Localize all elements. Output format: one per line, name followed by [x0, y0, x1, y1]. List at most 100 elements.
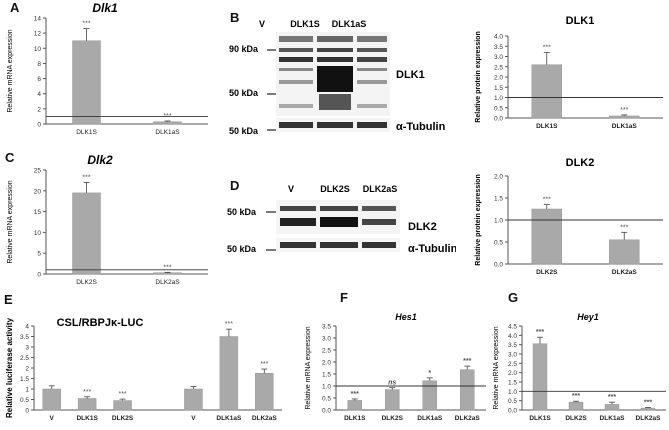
y-axis-label: Relative protein expression	[475, 174, 482, 265]
bar	[568, 401, 584, 411]
band	[357, 80, 387, 84]
band	[320, 206, 358, 211]
bar	[604, 404, 620, 411]
x-tick-label: DLK1S	[76, 415, 98, 422]
bar	[72, 192, 101, 275]
y-tick-label: 0.0	[508, 408, 517, 415]
band	[280, 218, 316, 226]
chart-dlk2-mrna: Dlk2 Relative mRNA expression 0 5 10 15 20 25 **…	[7, 153, 208, 286]
x-tick-label: DLK1aS	[216, 415, 242, 422]
y-tick-label: 4.0	[494, 34, 503, 41]
x-tick-label: DLK2S	[536, 269, 558, 276]
y-tick-label: 0.5	[494, 105, 503, 112]
y-tick-label: 1.5	[20, 376, 29, 383]
y-tick-label: 2.0	[322, 360, 331, 367]
y-tick-label: 2	[25, 366, 29, 373]
bar	[532, 343, 548, 411]
chart-title: Dlk2	[87, 153, 113, 167]
y-tick-label: 4	[25, 324, 29, 331]
band	[357, 104, 387, 108]
significance-label: ***	[351, 391, 359, 398]
y-tick-label: 2.5	[494, 64, 503, 71]
y-tick-label: 4.5	[508, 324, 517, 331]
band	[357, 68, 387, 71]
y-tick-label: 2	[37, 106, 41, 113]
y-tick-label: 20	[34, 188, 42, 195]
band	[317, 66, 353, 92]
y-tick-label: 1.0	[508, 389, 517, 396]
y-tick-label: 2.0	[494, 75, 503, 82]
bar	[77, 398, 97, 411]
x-tick-label: DLK1S	[344, 415, 366, 422]
bar	[347, 400, 362, 411]
y-tick-label: 2.0	[508, 370, 517, 377]
panel-label-b: B	[230, 10, 240, 25]
band	[362, 242, 396, 248]
y-axis-label: Relative mRNA expression	[493, 326, 500, 409]
band	[279, 48, 313, 52]
bar	[42, 388, 61, 411]
y-tick-label: 3.0	[494, 54, 503, 61]
band	[357, 57, 387, 62]
blot-d-protein-label: DLK2	[408, 221, 437, 233]
band	[317, 57, 353, 62]
significance-label: ***	[543, 44, 551, 51]
blot-d-marker-50: 50 kDa	[227, 207, 257, 217]
y-tick-label: 3.5	[494, 44, 503, 51]
significance-label: ***	[83, 389, 91, 396]
bar	[153, 272, 182, 275]
y-tick-label: 2.0	[494, 174, 503, 181]
y-tick-label: 15	[34, 209, 42, 216]
y-tick-label: 3.0	[508, 352, 517, 359]
band	[357, 122, 387, 128]
y-tick-label: 0.5	[508, 398, 517, 405]
bar	[113, 400, 132, 411]
y-tick-label: 25	[34, 168, 42, 175]
panel-label-e: E	[4, 292, 13, 307]
band	[279, 122, 313, 128]
significance-label: *	[428, 370, 431, 377]
blot-b-lane-v: V	[259, 19, 265, 29]
y-tick-label: 6	[37, 76, 41, 83]
band	[320, 217, 358, 227]
significance-label: ***	[620, 107, 628, 114]
x-tick-label: DLK1S	[536, 123, 558, 130]
y-tick-label: 5	[37, 251, 41, 258]
chart-title: Dlk1	[92, 1, 118, 15]
y-tick-label: 0.5	[494, 240, 503, 247]
y-tick-label: 1	[25, 387, 29, 394]
y-tick-label: 3.5	[20, 334, 29, 341]
blot-b-marker-50-tubulin: 50 kDa	[229, 126, 259, 136]
significance-label: ***	[543, 197, 551, 204]
y-tick-label: 8	[37, 61, 41, 68]
band	[362, 219, 396, 225]
y-tick-label: 0.0	[322, 408, 331, 415]
band	[317, 122, 353, 128]
y-tick-label: 0	[37, 122, 41, 129]
western-blot-dlk1: V DLK1S DLK1aS 90 kDa 50 kDa 50 kDa DLK1…	[229, 19, 446, 136]
y-tick-label: 12	[34, 31, 42, 38]
significance-label: ***	[608, 394, 616, 401]
bar	[640, 407, 656, 411]
significance-label: ***	[163, 264, 171, 271]
x-tick-label: DLK2S	[565, 415, 587, 422]
x-tick-label: DLK2aS	[155, 279, 180, 286]
y-axis-label: Relative luciferase activity	[5, 317, 14, 418]
blot-d-marker-50-tubulin: 50 kDa	[227, 244, 257, 254]
y-tick-label: 1.5	[494, 196, 503, 203]
bar	[184, 388, 203, 411]
bar	[255, 373, 274, 411]
y-tick-label: 1.5	[322, 372, 331, 379]
y-tick-label: 0.0	[494, 116, 503, 123]
significance-label: ***	[260, 361, 268, 368]
y-axis-label: Relative mRNA expression	[7, 29, 14, 112]
bar	[531, 208, 562, 265]
y-tick-label: 3.5	[508, 342, 517, 349]
y-tick-label: 1.0	[494, 95, 503, 102]
panel-label-g: G	[508, 290, 519, 305]
band	[280, 206, 316, 211]
y-tick-label: 3.5	[322, 324, 331, 331]
x-tick-label: DLK1aS	[155, 129, 180, 136]
x-tick-label: DLK2S	[112, 415, 134, 422]
blot-d-lane-v: V	[288, 184, 294, 194]
